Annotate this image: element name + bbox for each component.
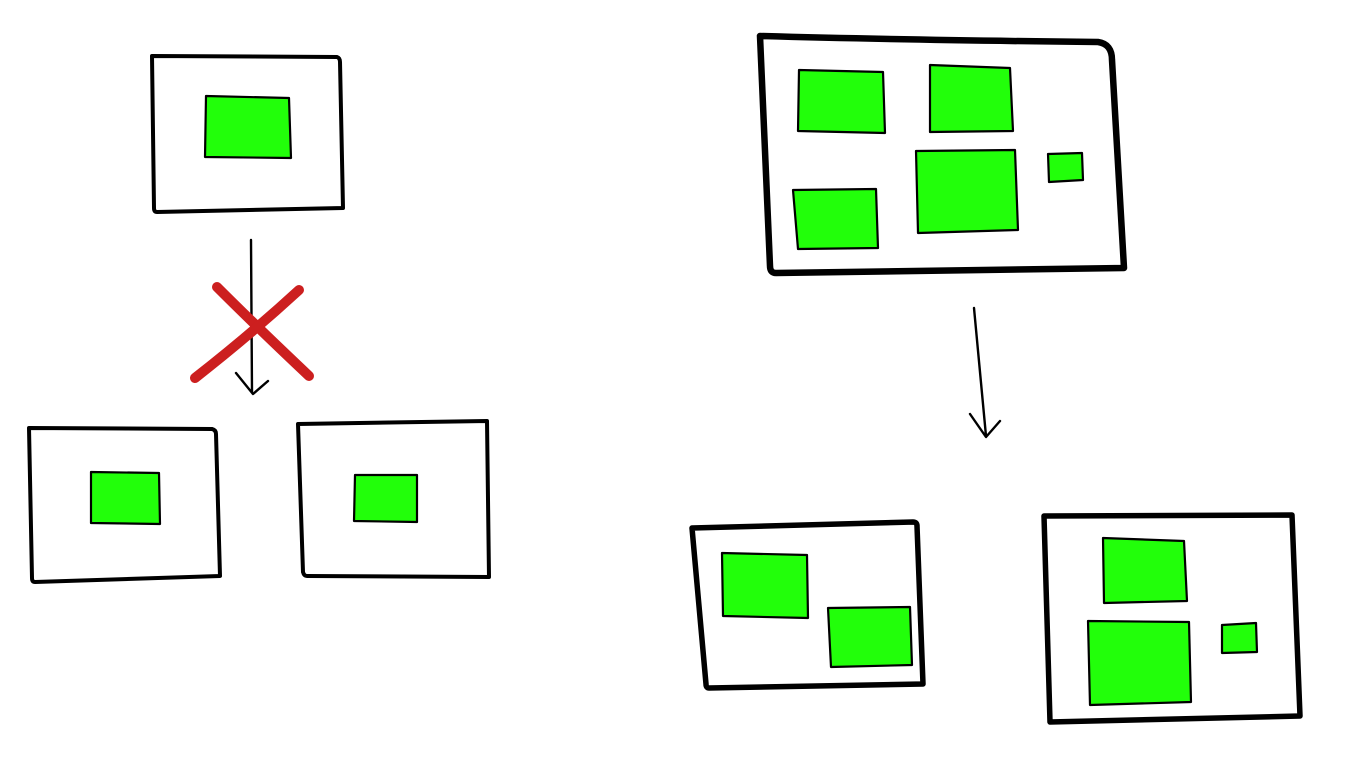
right-source-block-2 xyxy=(930,65,1013,132)
left-target-block-1 xyxy=(91,472,160,524)
cross-stroke-a xyxy=(217,287,309,376)
left-source-panel xyxy=(152,56,343,212)
right-diagram xyxy=(692,36,1300,722)
cross-stroke-b xyxy=(195,290,299,378)
right-down-arrow xyxy=(970,308,1000,437)
left-diagram xyxy=(29,56,489,582)
right-target-panel-2 xyxy=(1044,515,1300,722)
right-target-block-2 xyxy=(828,607,912,667)
left-source-block xyxy=(205,96,291,158)
right-source-panel xyxy=(760,36,1124,273)
left-target-panel-2 xyxy=(298,421,489,577)
right-target-block-1 xyxy=(722,553,808,618)
right-source-block-4 xyxy=(916,150,1018,233)
right-target-block-3 xyxy=(1103,538,1187,603)
left-target-block-2 xyxy=(354,475,417,522)
right-source-block-3 xyxy=(793,189,878,249)
right-target-panel-1 xyxy=(692,522,923,688)
right-target-block-5 xyxy=(1222,623,1257,653)
right-source-block-5 xyxy=(1048,153,1083,182)
right-target-block-4 xyxy=(1088,621,1191,705)
left-target-panel-1 xyxy=(29,428,220,582)
right-source-block-1 xyxy=(798,70,885,133)
